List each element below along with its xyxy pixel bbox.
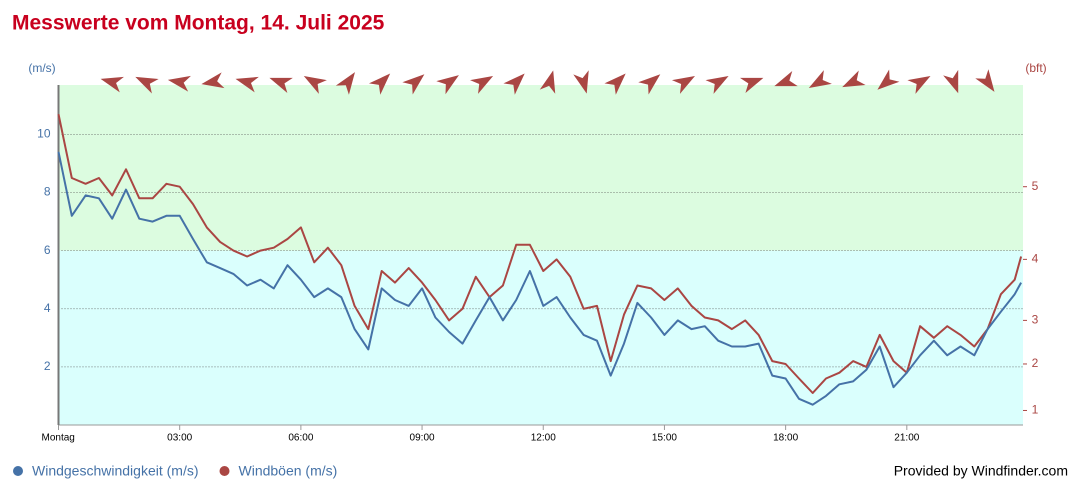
y2-tick-label: 2 [1032, 356, 1039, 370]
y2-tick-label: 4 [1032, 252, 1039, 266]
direction-arrow [539, 70, 556, 94]
legend-label: Windgeschwindigkeit (m/s) [32, 463, 199, 479]
chart-title: Messwerte vom Montag, 14. Juli 2025 [12, 12, 385, 35]
direction-arrow [402, 74, 425, 95]
direction-arrow [943, 69, 959, 94]
y-tick-label: 10 [37, 127, 51, 141]
direction-arrow [808, 70, 832, 88]
y2-tick-label: 1 [1032, 403, 1039, 417]
y2-tick-label: 5 [1032, 179, 1039, 193]
y-tick-label: 6 [44, 243, 51, 257]
direction-arrow [100, 76, 124, 93]
direction-arrow [573, 70, 589, 94]
credit: Provided by Windfinder.com [894, 463, 1068, 479]
band [58, 250, 1023, 425]
x-tick-label: 09:00 [410, 433, 435, 444]
y2-axis-label: (bft) [1025, 61, 1046, 75]
direction-arrow [842, 70, 866, 88]
direction-arrow [705, 76, 729, 94]
x-tick-label: 18:00 [773, 433, 798, 444]
direction-arrow [877, 69, 900, 90]
direction-arrow [470, 76, 494, 94]
y-axis-label: (m/s) [28, 61, 55, 75]
direction-arrow [436, 75, 459, 95]
direction-arrow [975, 69, 995, 92]
band [58, 85, 1023, 251]
direction-arrow [269, 77, 293, 93]
direction-arrow [303, 76, 327, 94]
direction-arrow [235, 76, 259, 93]
series-line [57, 113, 1023, 394]
legend-label: Windböen (m/s) [239, 463, 338, 479]
legend-marker [219, 466, 230, 476]
x-tick-label: 06:00 [288, 433, 313, 444]
x-tick-label: 21:00 [894, 433, 919, 444]
direction-arrow [167, 75, 191, 92]
direction-arrow [774, 71, 798, 87]
y-tick-label: 4 [44, 301, 51, 315]
direction-arrow [503, 73, 525, 95]
legend-marker [13, 466, 23, 476]
x-tick-label: 03:00 [167, 433, 192, 444]
x-tick-label: 12:00 [531, 433, 556, 444]
direction-arrow [638, 74, 661, 95]
direction-arrow [739, 77, 764, 93]
y-tick-label: 8 [44, 185, 51, 199]
direction-arrow [201, 72, 225, 89]
direction-arrow [671, 76, 695, 94]
direction-arrow [907, 76, 931, 94]
x-tick-label: 15:00 [652, 433, 677, 444]
direction-arrow [604, 73, 626, 95]
direction-arrow [135, 76, 159, 94]
direction-arrow [335, 72, 355, 95]
y-tick-label: 2 [44, 359, 51, 373]
y2-tick-label: 3 [1032, 313, 1039, 327]
x-tick-label: Montag [42, 433, 75, 444]
series-line [57, 151, 1022, 406]
direction-arrow [368, 73, 391, 95]
